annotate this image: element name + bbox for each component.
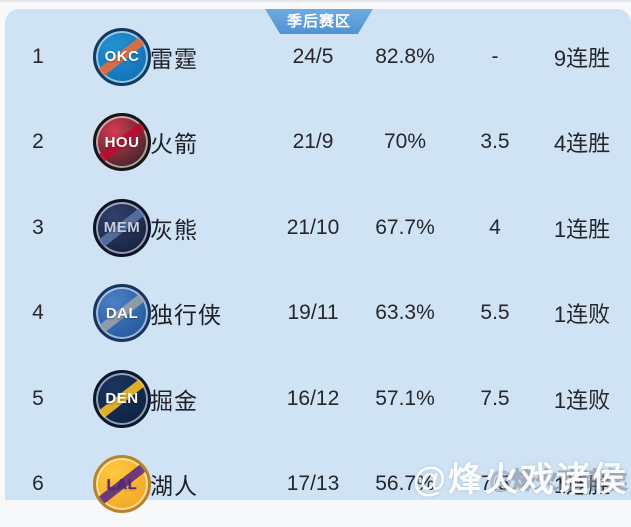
team-abbr: MEM [104,219,141,236]
record-cell: 21/9 [263,130,363,154]
team-abbr: DAL [106,305,138,322]
top-divider [0,0,631,2]
team-row[interactable]: 5 DEN 掘金 16/12 57.1% 7.5 1连败 [5,356,631,442]
win-pct-cell: 67.7% [355,216,455,240]
streak-cell: 1连败 [529,297,631,329]
team-logo: MEM [93,199,151,257]
record-cell: 24/5 [263,45,363,69]
record-cell: 19/11 [263,301,363,325]
team-abbr: LAL [107,476,138,493]
rank-cell: 1 [5,45,71,69]
team-name: 雷霆 [150,40,198,74]
win-pct-cell: 70% [355,130,455,154]
rank-cell: 6 [5,472,71,496]
team-name: 独行侠 [150,296,222,330]
win-pct-cell: 57.1% [355,387,455,411]
team-abbr: HOU [105,134,140,151]
record-cell: 17/13 [263,472,363,496]
rank-cell: 2 [5,130,71,154]
team-row[interactable]: 4 DAL 独行侠 19/11 63.3% 5.5 1连败 [5,271,631,357]
standings-rows: 1 OKC 雷霆 24/5 82.8% - 9连胜 2 HOU 火箭 21/9 … [5,14,631,527]
team-name: 火箭 [150,125,198,159]
streak-cell: 9连胜 [529,41,631,73]
rank-cell: 3 [5,216,71,240]
record-cell: 16/12 [263,387,363,411]
playoff-zone-label: 季后赛区 [287,13,351,30]
rank-cell: 4 [5,301,71,325]
win-pct-cell: 82.8% [355,45,455,69]
team-abbr: OKC [105,48,140,65]
streak-cell: 4连胜 [529,126,631,158]
streak-cell: 1连胜 [529,212,631,244]
team-name: 灰熊 [150,211,198,245]
streak-cell: 1连败 [529,383,631,415]
team-row[interactable]: 3 MEM 灰熊 21/10 67.7% 4 1连胜 [5,185,631,271]
team-name: 掘金 [150,382,198,416]
team-name: 湖人 [150,467,198,501]
team-logo: HOU [93,113,151,171]
win-pct-cell: 63.3% [355,301,455,325]
rank-cell: 5 [5,387,71,411]
team-logo: OKC [93,28,151,86]
standings-screen: { "theme": { "panel_bg": "#cfe3f5", "bad… [0,0,631,500]
watermark: @烽火戏诸侯 [413,452,628,501]
playoff-zone-badge: 季后赛区 [265,9,373,34]
team-logo: DAL [93,284,151,342]
team-row[interactable]: 2 HOU 火箭 21/9 70% 3.5 4连胜 [5,100,631,186]
team-logo: LAL [93,455,151,513]
team-logo: DEN [93,370,151,428]
team-abbr: DEN [105,390,138,407]
record-cell: 21/10 [263,216,363,240]
